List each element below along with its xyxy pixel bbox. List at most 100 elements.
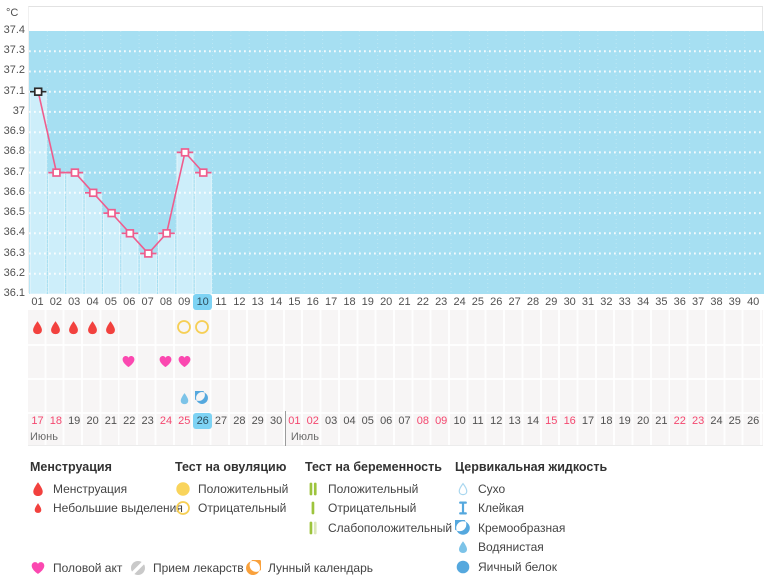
date-Июнь-26[interactable]: 26 [193, 413, 213, 429]
cycle-day-31[interactable]: 31 [581, 296, 595, 308]
cycle-day-13[interactable]: 13 [251, 296, 264, 308]
cycle-day-06[interactable]: 06 [123, 296, 136, 308]
cycle-day-08[interactable]: 08 [159, 296, 173, 308]
date-Июль-24[interactable]: 24 [710, 415, 723, 427]
cycle-day-33[interactable]: 33 [618, 296, 631, 308]
y-axis-tick-label: 37.1 [3, 84, 25, 97]
date-Июнь-28[interactable]: 28 [233, 415, 246, 427]
date-Июль-10[interactable]: 10 [453, 415, 466, 427]
date-Июнь-27[interactable]: 27 [214, 415, 228, 427]
date-Июль-16[interactable]: 16 [563, 415, 576, 427]
legend-footer-item: Прием лекарств [130, 558, 244, 576]
date-Июль-21[interactable]: 21 [655, 415, 668, 427]
temperature-point[interactable] [180, 148, 190, 157]
chart-background [29, 31, 764, 294]
date-Июль-18[interactable]: 18 [600, 415, 613, 427]
cycle-day-28[interactable]: 28 [526, 296, 540, 308]
date-Июнь-20[interactable]: 20 [86, 415, 99, 427]
date-Июль-06[interactable]: 06 [380, 415, 393, 427]
cycle-day-23[interactable]: 23 [435, 296, 448, 308]
cycle-day-02[interactable]: 02 [49, 296, 63, 308]
date-Июль-11[interactable]: 11 [472, 415, 484, 427]
date-Июль-03[interactable]: 03 [324, 415, 338, 427]
date-Июнь-18[interactable]: 18 [49, 415, 63, 427]
y-axis-tick-label: 37 [12, 104, 25, 117]
cycle-day-30[interactable]: 30 [563, 296, 576, 308]
y-axis-tick-label: 36.3 [3, 246, 25, 259]
cycle-day-17[interactable]: 17 [324, 296, 338, 308]
cycle-day-11[interactable]: 11 [215, 296, 227, 308]
date-Июль-14[interactable]: 14 [526, 415, 540, 427]
cycle-day-36[interactable]: 36 [673, 296, 686, 308]
date-Июль-20[interactable]: 20 [636, 415, 650, 427]
date-Июль-25[interactable]: 25 [728, 415, 741, 427]
date-Июль-22[interactable]: 22 [673, 415, 686, 427]
cycle-day-03[interactable]: 03 [68, 296, 81, 308]
temperature-point[interactable] [199, 168, 208, 177]
date-Июнь-21[interactable]: 21 [104, 415, 118, 427]
cycle-day-14[interactable]: 14 [269, 296, 283, 308]
date-Июль-23[interactable]: 23 [691, 415, 705, 427]
cycle-day-39[interactable]: 39 [728, 296, 741, 308]
date-Июль-02[interactable]: 02 [306, 415, 319, 427]
temperature-point[interactable] [88, 188, 98, 198]
cycle-day-26[interactable]: 26 [490, 296, 503, 308]
cycle-day-32[interactable]: 32 [600, 296, 613, 308]
date-Июль-01[interactable]: 01 [288, 415, 301, 427]
date-Июль-05[interactable]: 05 [361, 415, 374, 427]
cycle-day-18[interactable]: 18 [343, 296, 356, 308]
y-axis-tick-label: 36.5 [3, 206, 25, 219]
date-Июнь-22[interactable]: 22 [123, 415, 136, 427]
date-Июль-07[interactable]: 07 [398, 415, 411, 427]
date-Июнь-24[interactable]: 24 [159, 415, 173, 427]
cycle-day-25[interactable]: 25 [471, 296, 485, 308]
temperature-point[interactable] [52, 168, 61, 177]
ovulation-positive-icon [175, 481, 191, 497]
date-Июль-08[interactable]: 08 [416, 415, 430, 427]
cycle-day-40[interactable]: 40 [747, 296, 760, 308]
cycle-day-04[interactable]: 04 [86, 296, 99, 308]
date-Июль-04[interactable]: 04 [343, 415, 356, 427]
temperature-point[interactable] [162, 229, 171, 238]
cycle-day-15[interactable]: 15 [288, 296, 301, 308]
cycle-day-10[interactable]: 10 [193, 294, 213, 310]
temperature-point[interactable] [107, 208, 116, 218]
date-Июнь-29[interactable]: 29 [251, 415, 264, 427]
cycle-day-24[interactable]: 24 [453, 296, 466, 308]
cycle-day-09[interactable]: 09 [178, 296, 191, 308]
cycle-day-05[interactable]: 05 [104, 296, 118, 308]
cycle-day-01[interactable]: 01 [31, 296, 44, 308]
cycle-day-35[interactable]: 35 [655, 296, 668, 308]
cycle-day-20[interactable]: 20 [380, 296, 393, 308]
date-Июнь-23[interactable]: 23 [141, 415, 154, 427]
temperature-bar [139, 253, 157, 294]
date-Июль-15[interactable]: 15 [545, 415, 558, 427]
date-Июнь-30[interactable]: 30 [269, 415, 283, 427]
cycle-day-19[interactable]: 19 [361, 296, 374, 308]
date-Июнь-25[interactable]: 25 [178, 415, 191, 427]
cycle-day-21[interactable]: 21 [398, 296, 411, 308]
date-Июль-19[interactable]: 19 [618, 415, 631, 427]
cycle-day-07[interactable]: 07 [141, 296, 154, 308]
date-Июнь-17[interactable]: 17 [31, 415, 44, 427]
legend-group: Менструация Менструация Небольшие выделени… [30, 459, 183, 518]
date-Июль-12[interactable]: 12 [490, 415, 503, 427]
cycle-day-29[interactable]: 29 [545, 296, 558, 308]
cycle-day-38[interactable]: 38 [710, 296, 723, 308]
temperature-point[interactable] [144, 249, 153, 258]
temperature-point[interactable] [33, 87, 43, 96]
cycle-day-27[interactable]: 27 [508, 296, 521, 308]
temperature-point[interactable] [70, 168, 80, 177]
date-Июль-17[interactable]: 17 [581, 415, 595, 427]
cycle-day-22[interactable]: 22 [416, 296, 430, 308]
cycle-day-16[interactable]: 16 [306, 296, 319, 308]
date-Июнь-19[interactable]: 19 [68, 415, 81, 427]
date-Июль-26[interactable]: 26 [747, 415, 760, 427]
date-Июль-09[interactable]: 09 [435, 415, 448, 427]
date-Июль-13[interactable]: 13 [508, 415, 521, 427]
temperature-point[interactable] [125, 229, 135, 238]
cycle-day-34[interactable]: 34 [636, 296, 650, 308]
cycle-day-37[interactable]: 37 [691, 296, 705, 308]
cycle-day-12[interactable]: 12 [233, 296, 246, 308]
y-axis-tick-label: 37.4 [3, 24, 25, 36]
